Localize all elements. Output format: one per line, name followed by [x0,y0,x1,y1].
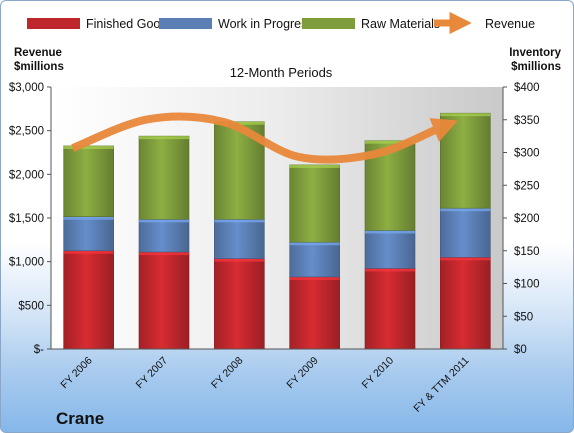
bar-work-in-progress-3 [289,241,340,278]
legend-swatch-raw-materials [302,18,355,29]
right-tick-label-2: $100 [514,279,540,291]
legend: Finished Goods Work in Progress Raw Mate… [27,11,535,35]
legend-label-raw-materials: Raw Materials [361,17,440,31]
bar-work-in-progress-4 [364,230,416,269]
left-tick-label-4: $2,000 [9,169,44,181]
revenue-line [71,112,458,164]
left-tick-label-0: $- [34,344,44,356]
x-tick-label-2: FY 2008 [209,355,246,392]
bar-work-in-progress-5 [440,207,491,258]
bar-raw-materials-3 [289,164,340,243]
bar-cap-work-in-progress-3 [289,242,340,246]
bar-cap-finished-goods-2 [214,258,265,262]
bar-cap-work-in-progress-2 [214,219,265,223]
left-tick-label-3: $1,500 [9,213,44,225]
bar-finished-goods-1 [138,251,190,350]
bar-cap-work-in-progress-4 [365,230,415,234]
x-tick-label-4: FY 2010 [360,355,397,392]
bar-finished-goods-2 [214,258,265,350]
left-axis-title-line1: Revenue [14,47,62,59]
right-tick-label-6: $300 [514,148,540,160]
right-tick-label-1: $50 [514,311,533,323]
bars-layer [63,112,491,350]
bar-cap-raw-materials-5 [440,113,491,117]
bar-cap-finished-goods-4 [365,268,415,272]
right-tick-label-0: $0 [514,344,527,356]
legend-swatch-finished-goods [27,18,80,29]
bar-finished-goods-3 [289,276,340,350]
bar-cap-finished-goods-1 [139,252,189,256]
left-tick-label-5: $2,500 [9,126,44,138]
legend-label-finished-goods: Finished Goods [86,17,174,31]
bar-cap-raw-materials-3 [289,164,340,168]
right-tick-label-8: $400 [514,82,540,94]
bar-finished-goods-4 [364,268,416,350]
x-tick-label-1: FY 2007 [134,355,171,392]
bar-cap-work-in-progress-1 [139,219,189,223]
left-axis-title-line2: $millions [14,61,64,73]
bar-raw-materials-1 [138,135,190,220]
right-axis-title-line2: $millions [511,61,561,73]
ticks-layer: FY 2006 FY 2007 FY 2008 FY 2009 FY 2010 FY & … [9,82,540,415]
x-tick-label-0: FY 2006 [58,355,95,392]
right-tick-label-7: $350 [514,115,540,127]
bar-finished-goods-0 [63,250,114,350]
chart-subtitle: 12-Month Periods [230,65,333,80]
bar-cap-raw-materials-1 [139,136,189,140]
company-name: Crane [56,409,104,428]
left-tick-label-1: $500 [18,300,44,312]
legend-label-revenue: Revenue [485,17,535,31]
revenue-line-layer [71,112,458,164]
right-tick-label-4: $200 [514,213,540,225]
bar-cap-work-in-progress-5 [440,208,491,212]
left-tick-label-2: $1,000 [9,257,44,269]
bar-cap-raw-materials-4 [365,140,415,144]
bar-work-in-progress-1 [138,219,190,253]
bar-cap-work-in-progress-0 [63,216,114,220]
bar-cap-raw-materials-2 [214,121,265,125]
bar-raw-materials-0 [63,145,114,217]
bar-cap-finished-goods-0 [63,250,114,254]
x-tick-label-3: FY 2009 [284,355,321,392]
bar-cap-finished-goods-5 [440,257,491,261]
bar-raw-materials-5 [440,112,491,209]
legend-swatch-work-in-progress [159,18,212,29]
x-tick-label-5: FY & TTM 2011 [411,355,471,415]
right-tick-label-5: $250 [514,180,540,192]
bar-finished-goods-5 [440,256,491,350]
bar-cap-finished-goods-3 [289,276,340,280]
legend-label-work-in-progress: Work in Progress [218,17,314,31]
right-tick-label-3: $150 [514,246,540,258]
bar-cap-raw-materials-0 [63,145,114,149]
bar-work-in-progress-0 [63,216,114,252]
bar-work-in-progress-2 [214,219,265,259]
left-tick-label-6: $3,000 [9,82,44,94]
right-axis-title-line1: Inventory [509,47,561,59]
